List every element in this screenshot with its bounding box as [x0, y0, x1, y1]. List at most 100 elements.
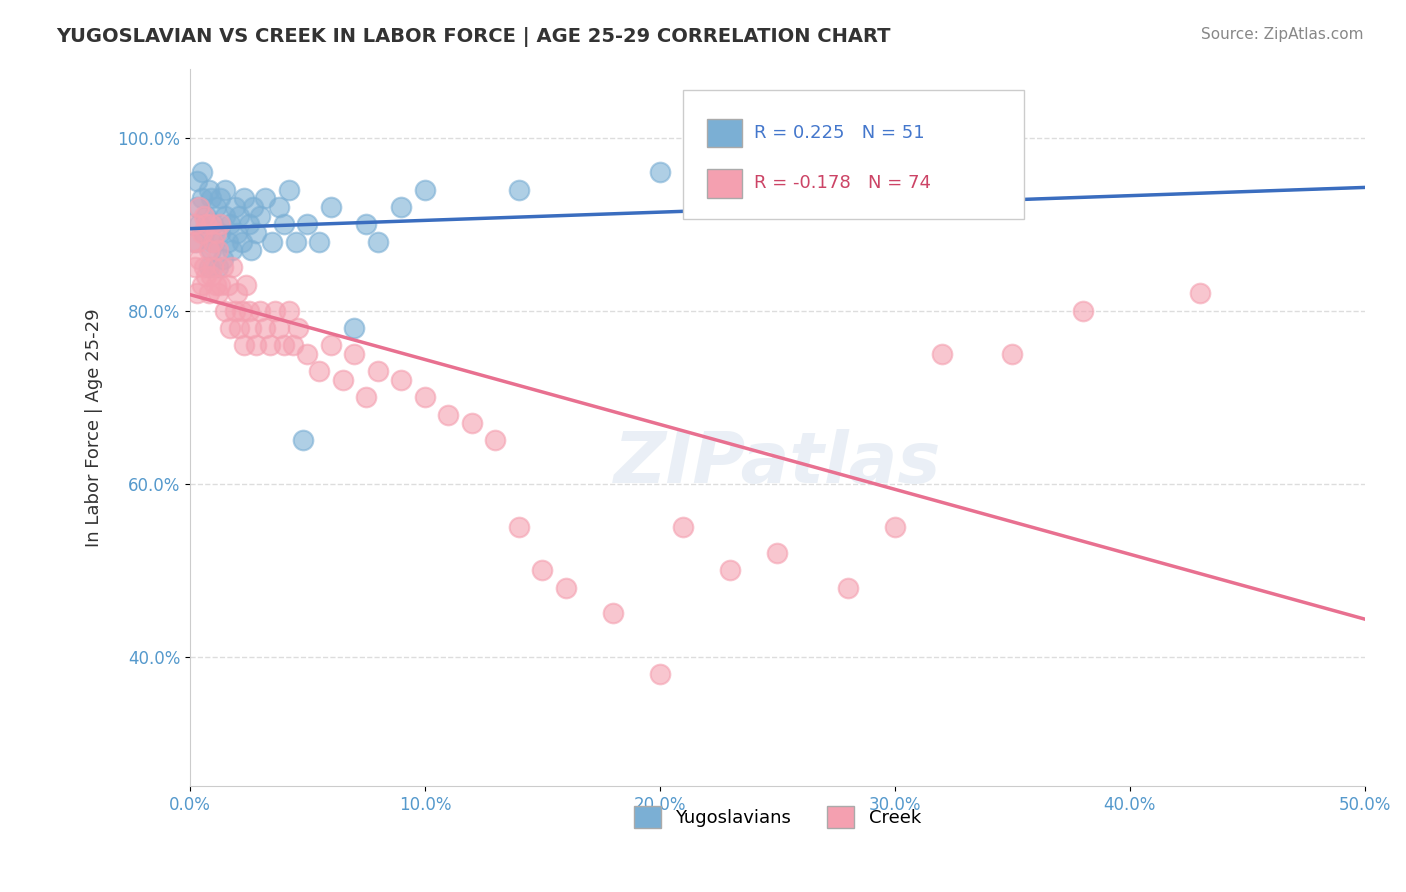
- Point: [200, 243, 222, 257]
- Point: [332, 373, 354, 387]
- Text: Source: ZipAtlas.com: Source: ZipAtlas.com: [1201, 27, 1364, 42]
- Point: [319, 338, 342, 352]
- Point: [269, 200, 291, 214]
- Point: [214, 183, 236, 197]
- Point: [413, 183, 436, 197]
- Point: [209, 217, 232, 231]
- Point: [207, 260, 229, 275]
- Point: [188, 252, 211, 266]
- Point: [343, 347, 366, 361]
- Point: [190, 226, 212, 240]
- Point: [202, 235, 225, 249]
- Point: [531, 563, 554, 577]
- Point: [437, 408, 460, 422]
- Point: [193, 226, 215, 240]
- Point: [204, 200, 226, 214]
- Point: [183, 260, 205, 275]
- Point: [202, 260, 225, 275]
- Point: [297, 347, 319, 361]
- Point: [249, 209, 271, 223]
- Point: [766, 546, 789, 560]
- Point: [225, 226, 247, 240]
- Point: [354, 217, 377, 231]
- Point: [207, 286, 229, 301]
- Point: [273, 217, 295, 231]
- Point: [197, 260, 219, 275]
- Text: YUGOSLAVIAN VS CREEK IN LABOR FORCE | AGE 25-29 CORRELATION CHART: YUGOSLAVIAN VS CREEK IN LABOR FORCE | AG…: [56, 27, 891, 46]
- Point: [297, 217, 319, 231]
- Point: [254, 191, 277, 205]
- Point: [186, 286, 208, 301]
- Point: [240, 243, 263, 257]
- Point: [195, 269, 218, 284]
- Point: [204, 226, 226, 240]
- Point: [183, 217, 205, 231]
- Point: [197, 183, 219, 197]
- Point: [224, 303, 246, 318]
- Point: [413, 390, 436, 404]
- Point: [287, 321, 309, 335]
- Point: [837, 581, 859, 595]
- Point: [186, 174, 208, 188]
- Point: [218, 321, 240, 335]
- Point: [245, 226, 267, 240]
- Point: [207, 243, 229, 257]
- Point: [224, 200, 246, 214]
- FancyBboxPatch shape: [707, 169, 742, 198]
- Point: [284, 235, 307, 249]
- Point: [254, 321, 277, 335]
- Point: [238, 217, 260, 231]
- Point: [319, 200, 342, 214]
- Point: [218, 217, 240, 231]
- Point: [262, 235, 284, 249]
- Point: [217, 277, 239, 292]
- Text: ZIPatlas: ZIPatlas: [613, 429, 941, 498]
- Point: [367, 235, 389, 249]
- Point: [214, 303, 236, 318]
- Point: [193, 260, 215, 275]
- Point: [648, 165, 671, 179]
- Point: [648, 667, 671, 681]
- Text: R = 0.225   N = 51: R = 0.225 N = 51: [754, 124, 925, 142]
- Point: [242, 200, 264, 214]
- Point: [602, 607, 624, 621]
- Point: [308, 364, 330, 378]
- Point: [186, 235, 208, 249]
- Point: [200, 217, 222, 231]
- Point: [1071, 303, 1094, 318]
- Point: [204, 277, 226, 292]
- Point: [217, 235, 239, 249]
- Point: [228, 321, 250, 335]
- Point: [389, 200, 412, 214]
- Point: [240, 321, 263, 335]
- Point: [461, 416, 484, 430]
- Point: [228, 209, 250, 223]
- Point: [202, 217, 225, 231]
- Point: [233, 338, 256, 352]
- Point: [197, 243, 219, 257]
- Point: [209, 226, 232, 240]
- Point: [273, 338, 295, 352]
- Point: [190, 165, 212, 179]
- Point: [221, 260, 243, 275]
- Point: [389, 373, 412, 387]
- Legend: Yugoslavians, Creek: Yugoslavians, Creek: [627, 798, 928, 835]
- FancyBboxPatch shape: [683, 90, 1024, 219]
- Text: R = -0.178   N = 74: R = -0.178 N = 74: [754, 175, 931, 193]
- Point: [291, 434, 314, 448]
- Point: [277, 303, 299, 318]
- Point: [277, 183, 299, 197]
- Point: [231, 235, 253, 249]
- Point: [269, 321, 291, 335]
- Y-axis label: In Labor Force | Age 25-29: In Labor Force | Age 25-29: [86, 309, 103, 547]
- Point: [354, 390, 377, 404]
- Point: [259, 338, 281, 352]
- Point: [209, 191, 232, 205]
- Point: [202, 235, 225, 249]
- Point: [209, 277, 232, 292]
- Point: [200, 191, 222, 205]
- Point: [188, 200, 211, 214]
- Point: [211, 260, 233, 275]
- Point: [263, 303, 285, 318]
- FancyBboxPatch shape: [707, 119, 742, 147]
